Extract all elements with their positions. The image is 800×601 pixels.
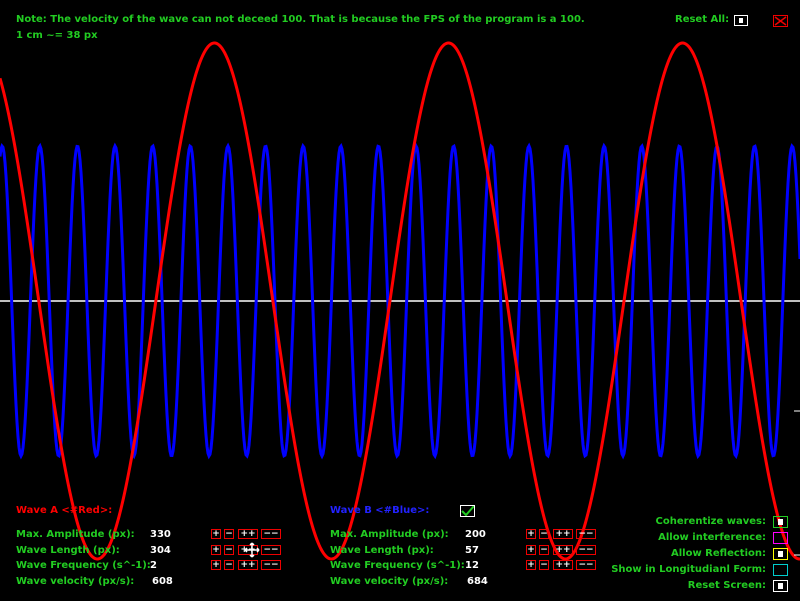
allow-interference-label: Allow interference: bbox=[658, 532, 766, 543]
wave-a-velocity-value: 608 bbox=[152, 576, 173, 587]
allow-reflection-toggle[interactable] bbox=[773, 548, 788, 560]
wave-a-amplitude-plus-button[interactable]: + bbox=[211, 529, 221, 539]
wave-b-frequency-label: Wave Frequency (s^-1): bbox=[330, 560, 465, 571]
allow-reflection-label: Allow Reflection: bbox=[671, 548, 766, 559]
wave-a-curve bbox=[0, 41, 800, 561]
coherentize-waves-label: Coherentize waves: bbox=[655, 516, 766, 527]
longitudinal-form-toggle[interactable] bbox=[773, 564, 788, 576]
wave-b-velocity-value: 684 bbox=[467, 576, 488, 587]
checkmark-icon bbox=[461, 506, 474, 516]
wave-b-length-minus-button[interactable]: − bbox=[539, 545, 549, 555]
wave-a-amplitude-label: Max. Amplitude (px): bbox=[16, 529, 135, 540]
allow-interference-toggle[interactable] bbox=[773, 532, 788, 544]
wave-b-length-value: 57 bbox=[465, 545, 479, 556]
wave-a-frequency-minus-button[interactable]: − bbox=[224, 560, 234, 570]
wave-b-title: Wave B <#Blue>: bbox=[330, 505, 430, 516]
coherentize-waves-toggle[interactable] bbox=[773, 516, 788, 528]
wave-a-length-value: 304 bbox=[150, 545, 171, 556]
reset-all-button[interactable] bbox=[734, 15, 748, 26]
wave-b-frequency-minus-minus-button[interactable]: −− bbox=[576, 560, 596, 570]
wave-b-frequency-plus-plus-button[interactable]: ++ bbox=[553, 560, 573, 570]
wave-a-length-minus-button[interactable]: − bbox=[224, 545, 234, 555]
wave-b-length-plus-button[interactable]: + bbox=[526, 545, 536, 555]
close-icon bbox=[774, 16, 787, 26]
move-cursor-icon bbox=[244, 542, 260, 558]
wave-b-amplitude-minus-minus-button[interactable]: −− bbox=[576, 529, 596, 539]
velocity-note: Note: The velocity of the wave can not d… bbox=[16, 14, 585, 25]
reset-screen-label: Reset Screen: bbox=[687, 580, 766, 591]
wave-a-frequency-minus-minus-button[interactable]: −− bbox=[261, 560, 281, 570]
wave-a-title: Wave A <#Red>: bbox=[16, 505, 113, 516]
wave-a-length-plus-button[interactable]: + bbox=[211, 545, 221, 555]
wave-a-frequency-value: 2 bbox=[150, 560, 157, 571]
wave-b-enable-checkbox[interactable] bbox=[460, 505, 475, 517]
wave-a-velocity-label: Wave velocity (px/s): bbox=[16, 576, 135, 587]
wave-b-amplitude-value: 200 bbox=[465, 529, 486, 540]
reset-all-label: Reset All: bbox=[675, 14, 730, 25]
close-button[interactable] bbox=[773, 15, 788, 27]
wave-b-amplitude-plus-plus-button[interactable]: ++ bbox=[553, 529, 573, 539]
wave-a-frequency-plus-plus-button[interactable]: ++ bbox=[238, 560, 258, 570]
wave-b-length-minus-minus-button[interactable]: −− bbox=[576, 545, 596, 555]
wave-a-amplitude-minus-button[interactable]: − bbox=[224, 529, 234, 539]
wave-a-length-label: Wave Length (px): bbox=[16, 545, 120, 556]
wave-a-amplitude-value: 330 bbox=[150, 529, 171, 540]
wave-a-amplitude-plus-plus-button[interactable]: ++ bbox=[238, 529, 258, 539]
wave-a-frequency-plus-button[interactable]: + bbox=[211, 560, 221, 570]
wave-a-length-minus-minus-button[interactable]: −− bbox=[261, 545, 281, 555]
longitudinal-form-label: Show in Longitudianl Form: bbox=[611, 564, 766, 575]
scale-note: 1 cm ~= 38 px bbox=[16, 30, 98, 41]
wave-b-frequency-minus-button[interactable]: − bbox=[539, 560, 549, 570]
wave-b-frequency-value: 12 bbox=[465, 560, 479, 571]
wave-b-velocity-label: Wave velocity (px/s): bbox=[330, 576, 449, 587]
wave-b-frequency-plus-button[interactable]: + bbox=[526, 560, 536, 570]
wave-b-amplitude-minus-button[interactable]: − bbox=[539, 529, 549, 539]
wave-a-frequency-label: Wave Frequency (s^-1): bbox=[16, 560, 151, 571]
wave-b-length-label: Wave Length (px): bbox=[330, 545, 434, 556]
wave-b-amplitude-plus-button[interactable]: + bbox=[526, 529, 536, 539]
wave-b-amplitude-label: Max. Amplitude (px): bbox=[330, 529, 449, 540]
wave-b-length-plus-plus-button[interactable]: ++ bbox=[553, 545, 573, 555]
reset-screen-button[interactable] bbox=[773, 580, 788, 592]
wave-a-amplitude-minus-minus-button[interactable]: −− bbox=[261, 529, 281, 539]
